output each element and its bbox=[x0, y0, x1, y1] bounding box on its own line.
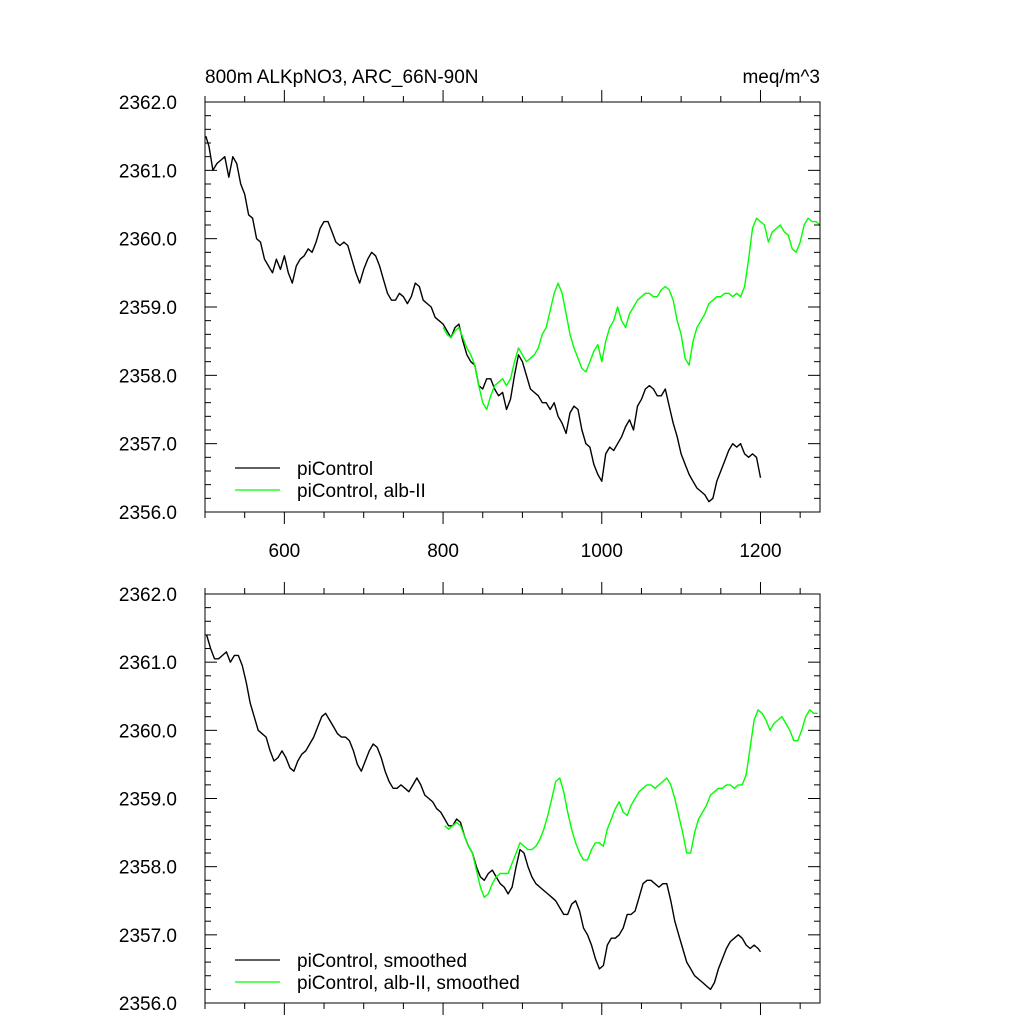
panel-bottom-legend: piControl, smoothed piControl, alb-II, s… bbox=[235, 951, 520, 994]
y-tick-label: 2359.0 bbox=[119, 790, 177, 811]
panel-top-title: 800m ALKpNO3, ARC_66N-90N bbox=[205, 67, 479, 88]
panel-top-ticks: 2356.0 2357.0 2358.0 2359.0 2360.0 2361.0 2362… bbox=[119, 90, 820, 562]
y-tick-label: 2358.0 bbox=[119, 858, 177, 879]
series-line-bottom-0 bbox=[205, 634, 762, 991]
panel-top: 800m ALKpNO3, ARC_66N-90N meq/m^3 2356.0… bbox=[119, 67, 821, 562]
series-line-bottom-1 bbox=[444, 709, 818, 898]
legend-label-alb-II-smoothed: piControl, alb-II, smoothed bbox=[297, 973, 520, 994]
y-tick-label: 2361.0 bbox=[119, 653, 177, 674]
panel-top-series bbox=[205, 135, 821, 503]
legend-label-piControl-smoothed: piControl, smoothed bbox=[297, 951, 467, 972]
y-tick-label: 2362.0 bbox=[119, 585, 177, 606]
panel-top-legend: piControl piControl, alb-II bbox=[235, 459, 426, 502]
y-tick-label: 2359.0 bbox=[119, 298, 177, 319]
y-tick-label: 2360.0 bbox=[119, 721, 177, 742]
panel-top-units: meq/m^3 bbox=[742, 67, 820, 88]
series-line-top-1 bbox=[442, 217, 821, 411]
panel-bottom: 2356.0 2357.0 2358.0 2359.0 2360.0 2361.0 2362… bbox=[119, 582, 821, 1015]
y-tick-label: 2362.0 bbox=[119, 93, 177, 114]
y-tick-label: 2356.0 bbox=[119, 503, 177, 524]
x-tick-label: 1200 bbox=[739, 541, 781, 562]
legend-label-piControl: piControl bbox=[297, 459, 373, 480]
panel-bottom-ticks: 2356.0 2357.0 2358.0 2359.0 2360.0 2361.0 2362… bbox=[119, 582, 820, 1015]
y-tick-label: 2360.0 bbox=[119, 230, 177, 251]
y-tick-label: 2361.0 bbox=[119, 161, 177, 182]
y-tick-label: 2357.0 bbox=[119, 435, 177, 456]
panel-bottom-series bbox=[205, 634, 818, 991]
legend-label-alb-II: piControl, alb-II bbox=[297, 481, 426, 502]
x-tick-label: 600 bbox=[269, 541, 301, 562]
x-tick-label: 800 bbox=[427, 541, 459, 562]
y-tick-label: 2358.0 bbox=[119, 366, 177, 387]
x-tick-label: 1000 bbox=[581, 541, 623, 562]
y-tick-label: 2356.0 bbox=[119, 994, 177, 1015]
series-line-top-0 bbox=[205, 135, 762, 503]
y-tick-label: 2357.0 bbox=[119, 926, 177, 947]
